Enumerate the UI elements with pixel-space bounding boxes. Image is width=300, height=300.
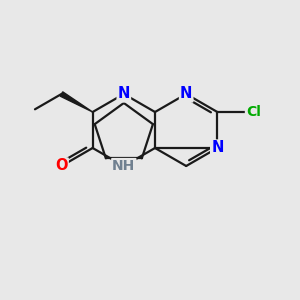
- Text: NH: NH: [112, 159, 135, 173]
- Text: N: N: [118, 86, 130, 101]
- Text: O: O: [55, 158, 68, 173]
- Polygon shape: [60, 92, 93, 112]
- Text: N: N: [180, 86, 192, 101]
- Text: Cl: Cl: [246, 105, 261, 119]
- Text: N: N: [211, 140, 224, 155]
